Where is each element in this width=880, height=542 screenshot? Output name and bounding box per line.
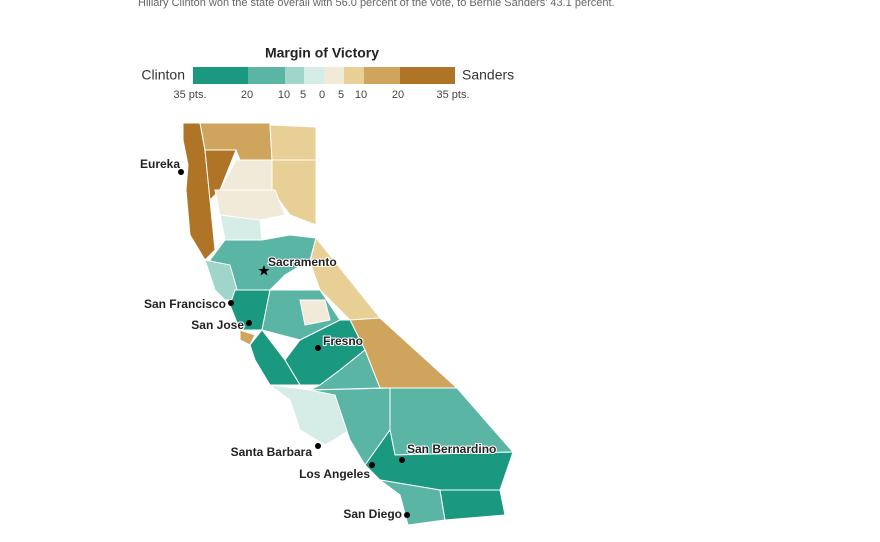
legend-tick-label: 5 [300, 89, 306, 101]
legend-tick-label: 35 pts. [436, 89, 469, 101]
legend-swatches [193, 67, 455, 84]
legend-tick-label: 20 [392, 89, 404, 101]
city-label: San Diego [343, 507, 402, 521]
city-label: Sacramento [268, 255, 337, 269]
legend-right: Sanders [462, 67, 514, 83]
california-map [182, 122, 515, 526]
legend-tick-label: 20 [241, 89, 253, 101]
city-markers [178, 169, 410, 518]
city-label: San Bernardino [407, 442, 496, 456]
legend-title: Margin of Victory [265, 45, 379, 61]
legend-tick-label: 35 pts. [173, 89, 206, 101]
legend-tick-label: 10 [278, 89, 290, 101]
legend-left: Clinton [141, 67, 185, 83]
city-label: Eureka [140, 157, 180, 171]
city-label: San Francisco [144, 297, 226, 311]
legend-tick-label: 5 [338, 89, 344, 101]
city-label: Fresno [323, 334, 363, 348]
city-label: San Jose [191, 318, 244, 332]
city-label: Los Angeles [299, 467, 370, 481]
legend-tick-label: 0 [319, 89, 325, 101]
legend-tick-label: 10 [355, 89, 367, 101]
caption: Hillary Clinton won the state overall wi… [138, 0, 615, 9]
city-label: Santa Barbara [231, 445, 313, 459]
